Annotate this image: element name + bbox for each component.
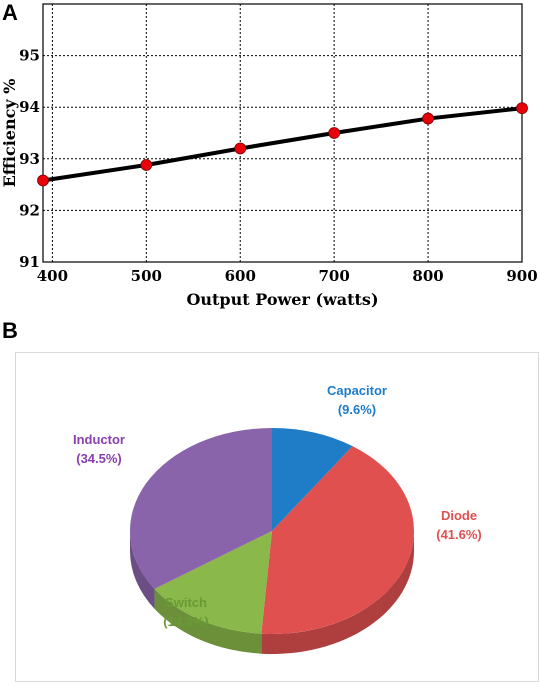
efficiency-line-chart: 400 500 600 700 800 900 91 92 93 94 95 Output Power… [0,3,538,309]
pie-slice-switch [154,531,272,634]
y-tick-label: 92 [19,201,40,219]
y-tick-label: 91 [19,253,40,271]
x-axis-title: Output Power (watts) [186,290,378,309]
pie-slice-side [130,531,155,609]
pie-chart-frame: Capacitor (9.6%) Diode (41.6%) Switch (14.3%)… [15,352,539,682]
slice-percent-capacitor: (9.6%) [338,402,376,417]
pie-slice-inductor [130,428,272,589]
x-tick-label: 600 [225,267,256,285]
efficiency-line [42,106,523,183]
x-tick-label: 700 [319,267,350,285]
data-point [140,159,153,171]
x-tick-label: 900 [506,267,537,285]
pie-slice-capacitor [272,428,353,531]
y-tick-label: 95 [19,47,40,65]
data-point [328,127,341,139]
slice-label-diode: Diode [441,508,477,523]
slice-percent-switch: (14.3%) [163,614,209,629]
data-point [37,174,49,187]
pie-slice-diode [261,446,414,634]
slice-label-switch: Switch [165,595,207,610]
y-tick-label: 93 [19,150,40,168]
data-point [422,112,434,125]
slice-percent-inductor: (34.5%) [76,451,122,466]
panel-label-b: B [2,318,18,343]
data-point [234,142,247,155]
y-axis-title: Efficiency % [0,79,19,188]
pie-slice-side [154,588,262,654]
panel-label-a: A [2,0,18,25]
x-tick-label: 800 [412,267,443,285]
y-tick-label: 94 [19,98,40,116]
slice-percent-diode: (41.6%) [436,527,482,542]
loss-pie-chart: Capacitor (9.6%) Diode (41.6%) Switch (14.3%)… [73,383,482,654]
plot-frame [42,3,523,263]
pie-slice-side [261,531,414,654]
slice-label-capacitor: Capacitor [327,383,387,398]
data-point [516,102,528,115]
x-tick-label: 500 [131,267,162,285]
x-tick-label: 400 [37,267,68,285]
slice-label-inductor: Inductor [73,432,125,447]
